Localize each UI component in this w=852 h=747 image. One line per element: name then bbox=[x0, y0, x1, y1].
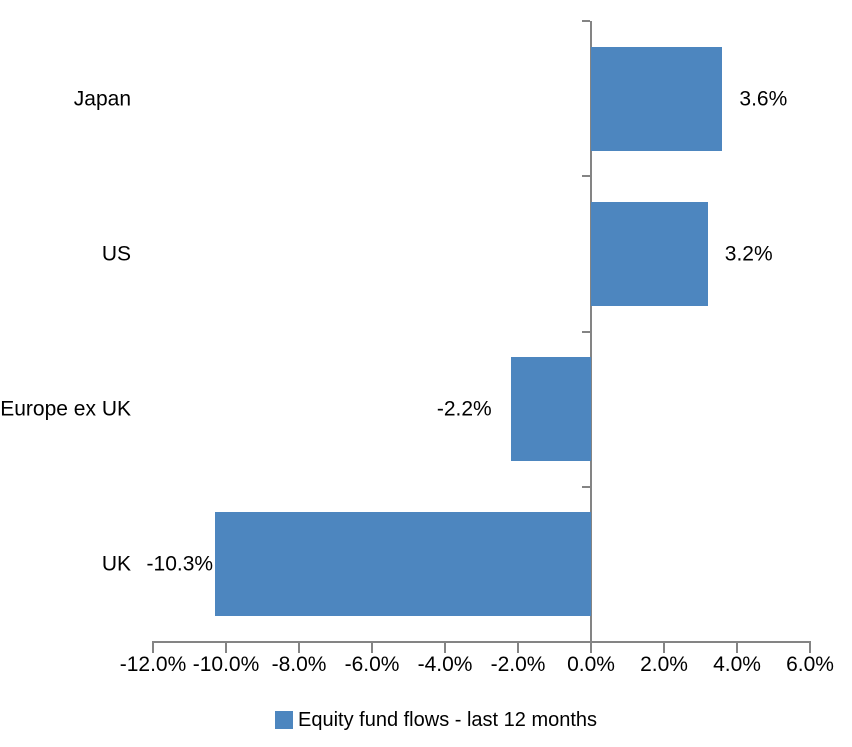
legend: Equity fund flows - last 12 months bbox=[275, 704, 597, 736]
x-axis-tick-label: -2.0% bbox=[490, 653, 546, 676]
y-axis-tick bbox=[582, 20, 590, 22]
bar-uk bbox=[215, 512, 591, 617]
y-axis-tick bbox=[582, 175, 590, 178]
x-axis-tick-label: -6.0% bbox=[344, 653, 400, 676]
category-label-uk: UK bbox=[101, 552, 131, 576]
x-axis-tick-label: 2.0% bbox=[640, 653, 688, 676]
bar-europe-ex-uk bbox=[510, 357, 591, 462]
x-axis-tick-label: 0.0% bbox=[567, 653, 615, 676]
category-label-europe-ex-uk: Europe ex UK bbox=[0, 397, 131, 421]
category-label-us: US bbox=[101, 242, 131, 266]
x-axis-tick bbox=[371, 641, 373, 653]
data-label-us: 3.2% bbox=[724, 242, 773, 266]
x-axis-tick bbox=[444, 641, 446, 653]
x-axis-tick-label: 4.0% bbox=[713, 653, 761, 676]
x-axis-tick bbox=[663, 641, 665, 653]
bar-us bbox=[591, 201, 708, 306]
y-axis-line bbox=[590, 21, 592, 642]
x-axis-tick-label: -4.0% bbox=[417, 653, 473, 676]
bar-japan bbox=[591, 46, 723, 151]
x-axis-tick bbox=[809, 641, 811, 653]
x-axis-tick bbox=[590, 641, 592, 653]
x-axis-tick bbox=[298, 641, 300, 653]
x-axis-tick-label: -12.0% bbox=[119, 653, 187, 676]
x-axis-tick bbox=[152, 641, 154, 653]
data-label-europe-ex-uk: -2.2% bbox=[436, 397, 492, 421]
x-axis-tick-label: -10.0% bbox=[192, 653, 260, 676]
x-axis-tick bbox=[225, 641, 227, 653]
y-axis-tick bbox=[582, 330, 590, 333]
x-axis-tick bbox=[517, 641, 519, 653]
legend-label: Equity fund flows - last 12 months bbox=[298, 709, 598, 731]
data-label-japan: 3.6% bbox=[739, 87, 788, 111]
data-label-uk: -10.3% bbox=[146, 552, 214, 576]
legend-swatch-icon bbox=[275, 711, 293, 729]
y-axis-tick bbox=[582, 641, 590, 643]
x-axis-tick bbox=[736, 641, 738, 653]
y-axis-tick bbox=[582, 485, 590, 488]
category-label-japan: Japan bbox=[73, 87, 131, 111]
x-axis-tick-label: -8.0% bbox=[271, 653, 327, 676]
x-axis-tick-label: 6.0% bbox=[786, 653, 834, 676]
x-axis-line bbox=[152, 641, 811, 643]
